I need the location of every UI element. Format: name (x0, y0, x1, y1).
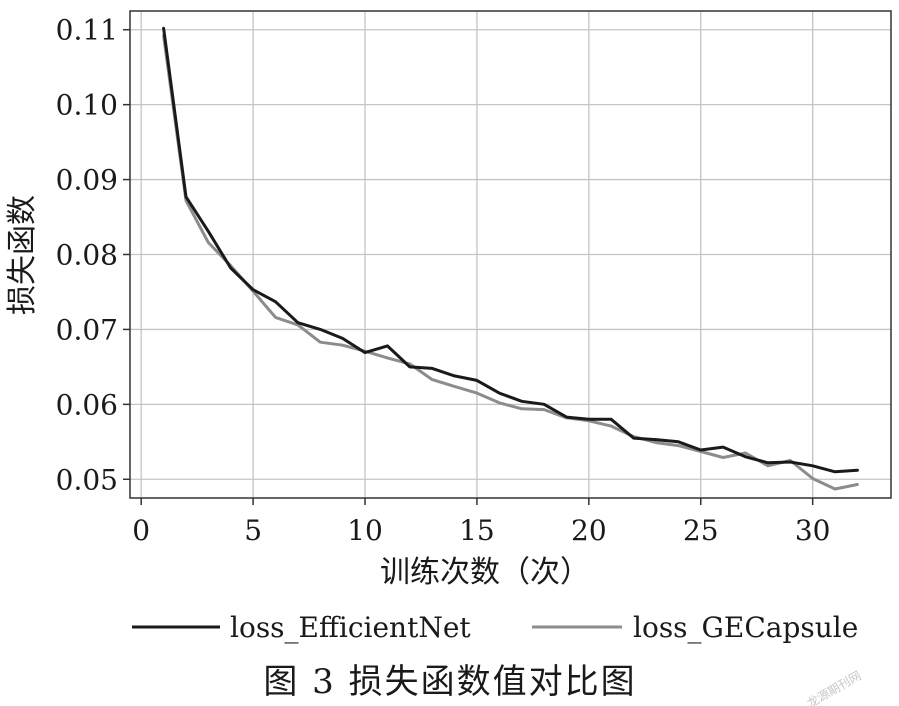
y-tick-label: 0.10 (56, 89, 118, 122)
legend: loss_EfficientNet loss_GECapsule (132, 611, 858, 644)
y-tick-label: 0.11 (56, 14, 118, 47)
y-tick-label: 0.07 (56, 313, 118, 346)
x-tick-label: 20 (571, 514, 607, 547)
series-lines (162, 26, 859, 491)
y-tick-label: 0.08 (56, 239, 118, 272)
x-tick-label: 10 (347, 514, 383, 547)
x-tick-label: 5 (244, 514, 262, 547)
grid-lines (130, 11, 891, 498)
series-line-loss-efficientnet (162, 26, 859, 474)
series-line-loss-gecapsule (162, 34, 859, 491)
x-axis: 0 5 10 15 20 25 30 (132, 498, 830, 547)
figure-caption: 图 3 损失函数值对比图 (263, 662, 636, 702)
x-axis-title: 训练次数（次） (380, 555, 590, 590)
y-tick-label: 0.06 (56, 388, 118, 421)
y-axis: 0.05 0.06 0.07 0.08 0.09 0.10 0.11 (56, 14, 130, 496)
legend-label-efficientnet: loss_EfficientNet (230, 611, 471, 644)
x-tick-label: 0 (132, 514, 150, 547)
y-axis-title: 损失函数 (5, 195, 40, 315)
y-tick-label: 0.09 (56, 164, 118, 197)
y-tick-label: 0.05 (56, 463, 118, 496)
watermark: 龙源期刊网 (805, 668, 864, 706)
x-tick-label: 25 (683, 514, 719, 547)
x-tick-label: 15 (459, 514, 495, 547)
legend-label-gecapsule: loss_GECapsule (633, 611, 858, 644)
x-tick-label: 30 (795, 514, 831, 547)
